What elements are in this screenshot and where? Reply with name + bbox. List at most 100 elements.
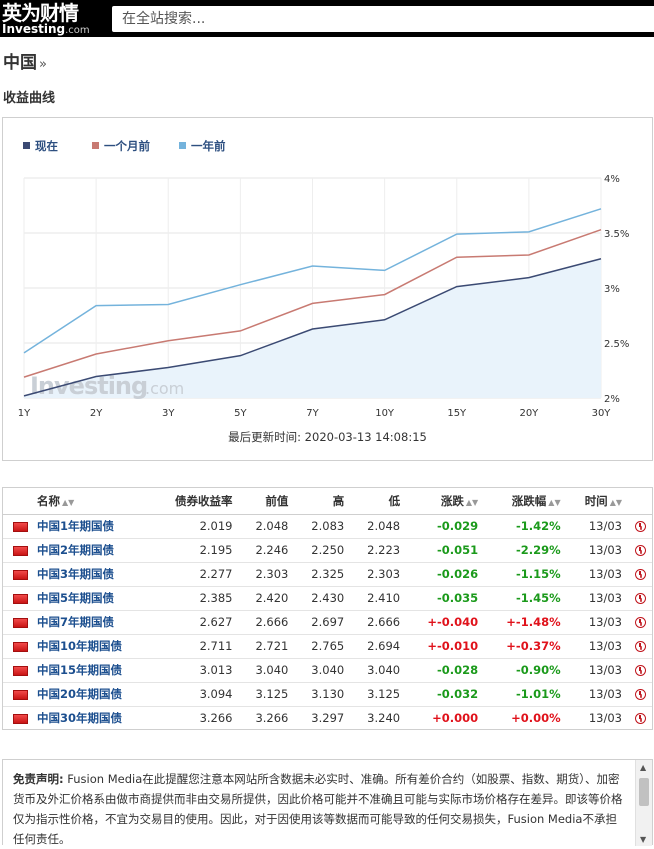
disclaimer-text: 免责声明: Fusion Media在此提醒您注意本网站所含数据未必实时、准确。… [13,769,623,849]
high-cell: 2.765 [294,634,351,659]
table-row[interactable]: 中国20年期国债 3.094 3.125 3.130 3.125 -0.032 -1.01%… [3,682,652,707]
header-name[interactable]: 名称 ▲▼ [29,488,153,515]
top-bar: 英为财情 Investing.com [0,0,654,37]
table-row[interactable]: 中国30年期国债 3.266 3.266 3.297 3.240 +0.000 +0.00%… [3,706,652,730]
table-row[interactable]: 中国10年期国债 2.711 2.721 2.765 2.694 +-0.010 +-0.3… [3,634,652,659]
x-tick-label: 7Y [306,408,319,419]
bond-name-cell[interactable]: 中国1年期国债 [29,514,153,539]
bond-name-link[interactable]: 中国2年期国债 [37,543,115,557]
header-chg[interactable]: 涨跌 ▲▼ [406,488,485,515]
prev-cell: 3.125 [238,682,295,707]
bond-name-cell[interactable]: 中国7年期国债 [29,610,153,635]
y-tick-label: 2.5% [604,339,629,350]
x-tick-label: 5Y [234,408,247,419]
clock-cell [628,562,652,587]
flag-icon [13,521,28,532]
high-cell: 2.083 [294,514,351,539]
table-row[interactable]: 中国7年期国债 2.627 2.666 2.697 2.666 +-0.040 +-1.48… [3,610,652,635]
china-flag-icon [3,538,29,563]
search-input[interactable] [112,6,654,32]
scroll-up-icon[interactable]: ▲ [640,763,647,772]
clock-cell [628,658,652,683]
high-cell: 2.325 [294,562,351,587]
bond-name-link[interactable]: 中国10年期国债 [37,639,123,653]
low-cell: 3.125 [350,682,407,707]
x-tick-label: 3Y [162,408,175,419]
y-tick-label: 3.5% [604,229,629,240]
high-cell: 3.130 [294,682,351,707]
china-flag-icon [3,682,29,707]
bond-name-cell[interactable]: 中国20年期国债 [29,682,153,707]
table-row[interactable]: 中国3年期国债 2.277 2.303 2.325 2.303 -0.026 -1.15% 1… [3,562,652,587]
bond-name-link[interactable]: 中国20年期国债 [37,687,123,701]
chg-pct-cell: -1.42% [484,514,567,539]
yield-cell: 2.019 [152,514,239,539]
chart-watermark-suffix: .com [145,379,184,398]
sort-icon: ▲▼ [609,497,622,507]
china-flag-icon [3,610,29,635]
header-yield[interactable]: 债券收益率 [152,488,239,515]
bond-name-link[interactable]: 中国5年期国债 [37,591,115,605]
header-prev[interactable]: 前值 [238,488,295,515]
scroll-thumb[interactable] [639,778,649,806]
yield-cell: 3.266 [199,711,233,726]
bond-table: 名称 ▲▼ 债券收益率 前值 高 低 涨跌 ▲▼ 涨跌幅 ▲▼ 时间 ▲▼ 中国1年期国… [3,488,652,730]
bond-name-cell[interactable]: 中国2年期国债 [29,538,153,563]
chg-pct-cell: +-1.48% [484,610,567,635]
clock-cell [628,610,652,635]
bond-name-cell[interactable]: 中国3年期国债 [29,562,153,587]
x-tick-label: 15Y [447,408,467,419]
yield-cell: 3.013 [152,658,239,683]
disclaimer-scrollbar[interactable]: ▲ ▼ [635,760,652,846]
bond-name-cell[interactable]: 中国30年期国债 [29,706,152,730]
yield-cell: 2.711 [152,634,239,659]
disclaimer-box[interactable]: 免责声明: Fusion Media在此提醒您注意本网站所含数据未必实时、准确。… [2,759,653,846]
china-flag-icon [3,658,29,683]
header-chg-pct-label: 涨跌幅 [511,493,547,508]
china-flag-icon [3,514,29,539]
chg-cell: -0.029 [406,514,485,539]
site-logo[interactable]: 英为财情 Investing.com [2,2,102,36]
search-box[interactable] [112,6,654,32]
china-flag-icon [3,634,29,659]
bond-name-link[interactable]: 中国1年期国债 [37,519,115,533]
bond-name-link[interactable]: 中国30年期国债 [37,711,123,726]
prev-cell: 2.666 [238,610,295,635]
flag-icon [13,713,28,724]
bond-name-cell[interactable]: 中国10年期国债 [29,634,153,659]
logo-en-main: Investing [2,22,66,36]
chg-cell: -0.051 [406,538,485,563]
table-header-row: 名称 ▲▼ 债券收益率 前值 高 低 涨跌 ▲▼ 涨跌幅 ▲▼ 时间 ▲▼ [3,488,652,515]
bond-name-cell[interactable]: 中国15年期国债 [29,658,153,683]
time-cell: 13/03 [566,538,628,563]
header-high[interactable]: 高 [294,488,351,515]
flag-icon [13,545,28,556]
breadcrumb-arrow-icon[interactable]: » [39,57,47,72]
flag-icon [13,593,28,604]
table-row[interactable]: 中国1年期国债 2.019 2.048 2.083 2.048 -0.029 -1.42% 1… [3,514,652,539]
table-row[interactable]: 中国2年期国债 2.195 2.246 2.250 2.223 -0.051 -2.29% 1… [3,538,652,563]
logo-en-suffix: .com [65,25,90,36]
header-time[interactable]: 时间 ▲▼ [566,488,628,515]
time-cell: 13/03 [566,562,628,587]
header-chg-pct[interactable]: 涨跌幅 ▲▼ [484,488,567,515]
table-row[interactable]: 中国15年期国债 3.013 3.040 3.040 3.040 -0.028 -0.90%… [3,658,652,683]
bond-name-link[interactable]: 中国3年期国债 [37,567,115,581]
prev-cell: 3.266 [255,711,289,726]
chg-cell: +0.000 [432,711,479,726]
bond-name-link[interactable]: 中国15年期国债 [37,663,123,677]
high-cell: 3.297 [311,711,345,726]
area-fill-current [24,258,601,398]
series-line [23,258,602,397]
yield-cell: 2.195 [152,538,239,563]
scroll-down-icon[interactable]: ▼ [640,835,647,844]
bond-name-link[interactable]: 中国7年期国债 [37,615,115,629]
table-row[interactable]: 中国5年期国债 2.385 2.420 2.430 2.410 -0.035 -1.45% 1… [3,586,652,611]
low-cell: 2.410 [350,586,407,611]
clock-icon [635,641,646,652]
time-cell: 13/03 [566,658,628,683]
low-cell: 3.040 [350,658,407,683]
header-low[interactable]: 低 [350,488,407,515]
chg-pct-cell: -1.15% [484,562,567,587]
bond-name-cell[interactable]: 中国5年期国债 [29,586,153,611]
